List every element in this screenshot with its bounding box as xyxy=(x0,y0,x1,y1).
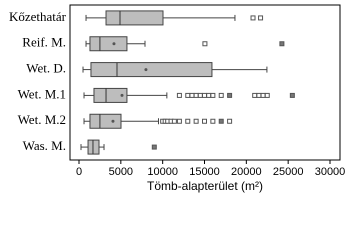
plot-frame xyxy=(69,4,341,161)
outlier xyxy=(185,92,191,98)
chart: Tömb-alapterület (m²) 0 5000 10000 15000 200… xyxy=(9,4,346,193)
x-tick-label: 20000 xyxy=(231,166,262,178)
box xyxy=(105,10,164,26)
outlier xyxy=(193,92,199,98)
outlier xyxy=(176,118,182,124)
category-label: Reif. M. xyxy=(22,35,66,50)
outlier xyxy=(193,118,199,124)
outlier xyxy=(202,118,207,124)
box xyxy=(89,36,128,52)
mean xyxy=(120,93,124,97)
x-tick-label: 10000 xyxy=(147,166,178,178)
outlier xyxy=(206,92,212,98)
extreme xyxy=(151,144,157,150)
category-label: Was. M. xyxy=(23,138,66,153)
outlier xyxy=(258,15,264,21)
mean xyxy=(111,119,115,123)
box xyxy=(90,62,213,78)
outlier xyxy=(189,92,195,98)
category-label: Wet. M.1 xyxy=(18,86,66,101)
extreme xyxy=(218,118,224,124)
category-label: Wet. D. xyxy=(26,61,66,76)
outlier xyxy=(210,92,216,98)
outlier xyxy=(252,92,258,98)
outlier xyxy=(202,92,207,98)
outlier xyxy=(260,92,266,98)
outlier xyxy=(227,118,233,124)
x-axis-label: Tömb-alapterület (m²) xyxy=(147,179,263,193)
outlier xyxy=(264,92,270,98)
x-tick-label: 5000 xyxy=(109,166,133,178)
outlier xyxy=(256,92,262,98)
extreme xyxy=(279,41,285,47)
x-tick-label: 25000 xyxy=(273,166,304,178)
outlier xyxy=(197,92,203,98)
box xyxy=(89,113,122,129)
x-tick-label: 0 xyxy=(76,166,82,178)
x-tick-label: 15000 xyxy=(189,166,220,178)
outlier xyxy=(202,41,208,47)
outlier xyxy=(210,118,216,124)
outlier xyxy=(171,118,177,124)
outlier xyxy=(250,15,256,21)
extreme xyxy=(227,92,233,98)
category-label: Wet. M.2 xyxy=(18,112,66,127)
mean xyxy=(144,68,148,72)
box xyxy=(93,87,128,103)
outlier xyxy=(185,118,191,124)
outlier xyxy=(218,92,224,98)
mean xyxy=(112,42,116,46)
category-label: Kőzethatár xyxy=(9,9,67,24)
outlier xyxy=(176,92,182,98)
extreme xyxy=(289,92,295,98)
x-tick-label: 30000 xyxy=(315,166,346,178)
box xyxy=(87,139,100,155)
